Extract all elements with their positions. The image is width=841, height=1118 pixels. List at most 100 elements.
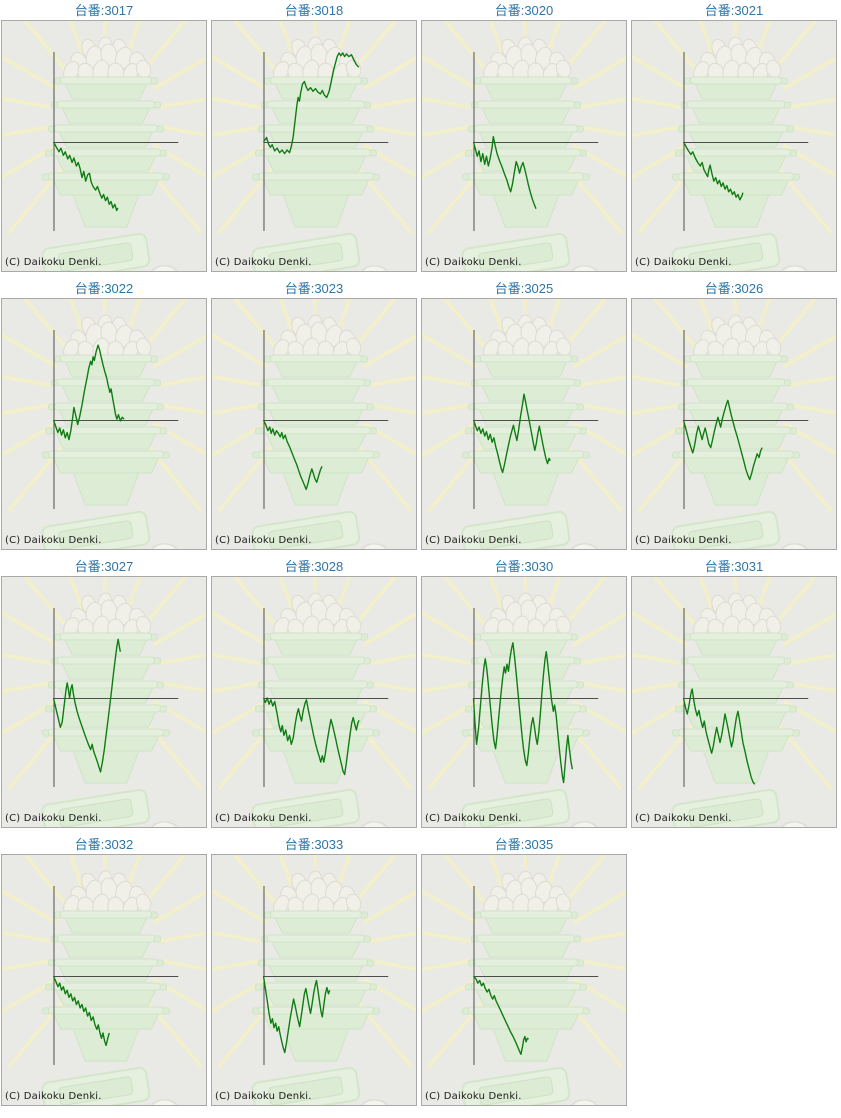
machine-number-link[interactable]: 台番:3035 <box>494 837 554 852</box>
slump-line <box>472 642 574 784</box>
slump-graph <box>262 608 389 787</box>
ball-box-icon <box>41 232 151 271</box>
machine-number-link[interactable]: 台番:3022 <box>74 281 134 296</box>
slump-graph <box>682 52 809 231</box>
machine-panel: 台番:3023 <box>211 279 417 550</box>
coin-icon <box>361 1099 388 1105</box>
slump-line <box>52 344 125 441</box>
machine-number-link[interactable]: 台番:3026 <box>704 281 764 296</box>
pachinko-tray-watermark <box>212 21 416 271</box>
slump-graph <box>472 330 599 509</box>
pachinko-tray-watermark <box>422 855 626 1105</box>
coin-icon <box>361 265 388 271</box>
light-rays-icon <box>2 577 206 790</box>
tray-stack-base-icon <box>702 750 770 784</box>
light-rays-icon <box>2 855 206 1068</box>
coin-icon <box>781 543 808 549</box>
ball-box-icon <box>251 232 361 271</box>
machine-number-link[interactable]: 台番:3025 <box>494 281 554 296</box>
coin-icon <box>151 1099 178 1105</box>
machine-number-link[interactable]: 台番:3031 <box>704 559 764 574</box>
machine-number-link[interactable]: 台番:3028 <box>284 559 344 574</box>
tray-stack-icon <box>252 354 380 474</box>
pachinko-tray-watermark <box>212 577 416 827</box>
light-rays-icon <box>422 855 626 1068</box>
pachinko-tray-watermark <box>2 21 206 271</box>
copyright-label: (C) Daikoku Denki. <box>215 257 312 268</box>
tray-stack-icon <box>462 354 590 474</box>
copyright-label: (C) Daikoku Denki. <box>5 1091 102 1102</box>
tray-stack-icon <box>462 76 590 196</box>
machine-panel: 台番:3030 <box>421 557 627 828</box>
slump-line <box>262 697 360 776</box>
tray-stack-base-icon <box>492 1028 560 1062</box>
machine-number-link[interactable]: 台番:3033 <box>284 837 344 852</box>
slump-graph <box>262 886 389 1065</box>
coin-icon <box>361 821 388 827</box>
tray-stack-base-icon <box>72 750 140 784</box>
light-rays-icon <box>212 855 416 1068</box>
machine-panel: 台番:3020 <box>421 1 627 272</box>
tray-stack-base-icon <box>282 472 350 506</box>
slump-graph <box>262 330 389 509</box>
slump-graph <box>682 608 809 787</box>
slump-graph-panel: (C) Daikoku Denki. <box>1 20 207 272</box>
machine-panel: 台番:3025 <box>421 279 627 550</box>
copyright-label: (C) Daikoku Denki. <box>5 813 102 824</box>
slump-graph <box>52 52 179 231</box>
tray-stack-icon <box>462 910 590 1030</box>
coin-icon <box>151 265 178 271</box>
slump-graph-panel: (C) Daikoku Denki. <box>211 576 417 828</box>
pachinko-tray-watermark <box>422 299 626 549</box>
coin-icon <box>571 265 598 271</box>
slump-line <box>682 688 756 785</box>
ball-box-icon <box>251 510 361 549</box>
slump-graph-panel: (C) Daikoku Denki. <box>421 854 627 1106</box>
machine-number-link[interactable]: 台番:3020 <box>494 3 554 18</box>
pachinko-tray-watermark <box>212 855 416 1105</box>
slump-graph-panel: (C) Daikoku Denki. <box>211 854 417 1106</box>
machine-number-link[interactable]: 台番:3027 <box>74 559 134 574</box>
tray-stack-icon <box>42 910 170 1030</box>
machine-number-link[interactable]: 台番:3018 <box>284 3 344 18</box>
copyright-label: (C) Daikoku Denki. <box>5 257 102 268</box>
pachinko-tray-watermark <box>422 21 626 271</box>
copyright-label: (C) Daikoku Denki. <box>635 813 732 824</box>
slump-graph-panel: (C) Daikoku Denki. <box>1 298 207 550</box>
machine-number-link[interactable]: 台番:3021 <box>704 3 764 18</box>
machine-number-link[interactable]: 台番:3032 <box>74 837 134 852</box>
copyright-label: (C) Daikoku Denki. <box>215 1091 312 1102</box>
coin-icon <box>781 821 808 827</box>
machine-number-link[interactable]: 台番:3017 <box>74 3 134 18</box>
copyright-label: (C) Daikoku Denki. <box>425 1091 522 1102</box>
ball-box-icon <box>671 510 781 549</box>
slump-graph <box>472 52 599 231</box>
tray-stack-base-icon <box>282 194 350 228</box>
slump-line <box>472 393 551 474</box>
ball-cluster-icon <box>483 870 572 918</box>
ball-cluster-icon <box>483 592 572 640</box>
slump-graph <box>52 330 179 509</box>
copyright-label: (C) Daikoku Denki. <box>635 257 732 268</box>
ball-box-icon <box>461 788 571 827</box>
machine-panel: 台番:3031 <box>631 557 837 828</box>
slump-graph-panel: (C) Daikoku Denki. <box>631 576 837 828</box>
slump-graph <box>52 608 179 787</box>
machine-number-link[interactable]: 台番:3030 <box>494 559 554 574</box>
machine-number-link[interactable]: 台番:3023 <box>284 281 344 296</box>
tray-stack-icon <box>672 632 800 752</box>
tray-stack-base-icon <box>72 194 140 228</box>
machine-panel: 台番:3018 <box>211 1 417 272</box>
tray-stack-icon <box>42 76 170 196</box>
coin-icon <box>361 543 388 549</box>
machine-panel: 台番:3033 <box>211 835 417 1106</box>
slump-line <box>52 975 110 1047</box>
light-rays-icon <box>632 21 836 234</box>
tray-stack-icon <box>252 632 380 752</box>
tray-stack-base-icon <box>492 194 560 228</box>
pachinko-tray-watermark <box>632 577 836 827</box>
ball-box-icon <box>41 510 151 549</box>
machine-panel: 台番:3035 <box>421 835 627 1106</box>
machine-panel: 台番:3022 <box>1 279 207 550</box>
